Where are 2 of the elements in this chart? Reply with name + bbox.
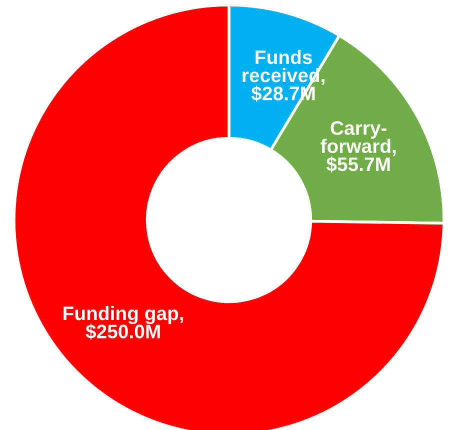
data-label: Funding gap, $250.0M <box>64 306 184 340</box>
data-label: Carry-forward, $55.7M <box>320 121 396 172</box>
